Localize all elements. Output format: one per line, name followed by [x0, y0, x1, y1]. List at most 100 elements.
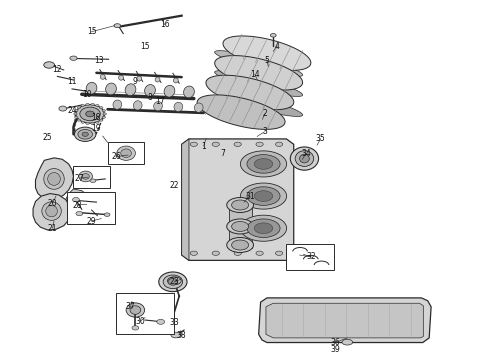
- Ellipse shape: [247, 219, 280, 238]
- Ellipse shape: [74, 116, 78, 118]
- Polygon shape: [206, 75, 294, 110]
- Ellipse shape: [103, 113, 106, 115]
- Text: 7: 7: [220, 149, 225, 158]
- Ellipse shape: [163, 275, 183, 289]
- Text: 2: 2: [262, 109, 267, 118]
- Ellipse shape: [254, 223, 273, 234]
- Ellipse shape: [342, 339, 353, 345]
- Ellipse shape: [184, 86, 195, 98]
- Ellipse shape: [126, 303, 145, 317]
- Ellipse shape: [174, 102, 183, 112]
- Ellipse shape: [78, 130, 93, 139]
- Polygon shape: [35, 158, 74, 200]
- Ellipse shape: [154, 102, 162, 111]
- Ellipse shape: [270, 33, 276, 37]
- Text: 32: 32: [306, 252, 316, 261]
- Text: 31: 31: [245, 192, 255, 201]
- Text: 12: 12: [52, 65, 62, 74]
- Ellipse shape: [241, 183, 287, 209]
- Text: 19: 19: [92, 124, 101, 133]
- Ellipse shape: [82, 174, 89, 179]
- Ellipse shape: [254, 158, 273, 169]
- Ellipse shape: [86, 111, 95, 117]
- Ellipse shape: [159, 272, 187, 292]
- Ellipse shape: [173, 78, 178, 83]
- Ellipse shape: [241, 215, 287, 241]
- Bar: [108, 143, 144, 164]
- Text: 39: 39: [330, 345, 340, 354]
- Ellipse shape: [256, 142, 263, 147]
- Text: 38: 38: [177, 331, 187, 340]
- Polygon shape: [182, 139, 189, 260]
- Text: 27: 27: [74, 174, 84, 183]
- Text: 20: 20: [48, 199, 57, 208]
- Ellipse shape: [171, 332, 181, 338]
- Text: 9: 9: [133, 77, 138, 86]
- Ellipse shape: [81, 121, 84, 123]
- Ellipse shape: [117, 146, 135, 160]
- Ellipse shape: [234, 142, 242, 147]
- Ellipse shape: [74, 113, 77, 115]
- Ellipse shape: [275, 251, 283, 255]
- Text: 11: 11: [67, 77, 77, 86]
- Ellipse shape: [91, 103, 94, 105]
- Ellipse shape: [82, 132, 88, 136]
- Ellipse shape: [104, 213, 110, 216]
- Ellipse shape: [227, 219, 253, 234]
- Polygon shape: [182, 139, 294, 260]
- Ellipse shape: [275, 142, 283, 147]
- Ellipse shape: [232, 200, 248, 210]
- Ellipse shape: [77, 107, 80, 109]
- Ellipse shape: [79, 171, 93, 182]
- Ellipse shape: [130, 306, 141, 314]
- Text: 30: 30: [135, 316, 145, 325]
- Ellipse shape: [96, 104, 99, 107]
- Text: 5: 5: [265, 56, 270, 65]
- Ellipse shape: [227, 238, 253, 252]
- Bar: [67, 192, 115, 224]
- Bar: [287, 244, 334, 270]
- Ellipse shape: [190, 251, 197, 255]
- Polygon shape: [223, 36, 311, 71]
- Text: 23: 23: [170, 277, 179, 286]
- Ellipse shape: [125, 84, 136, 96]
- Text: 21: 21: [48, 224, 57, 233]
- Ellipse shape: [132, 326, 139, 330]
- Text: 22: 22: [170, 181, 179, 190]
- Ellipse shape: [121, 149, 131, 157]
- Ellipse shape: [212, 251, 220, 255]
- Ellipse shape: [227, 198, 253, 212]
- Ellipse shape: [232, 240, 248, 250]
- Text: 37: 37: [125, 302, 135, 311]
- Text: 33: 33: [170, 318, 179, 327]
- Text: 26: 26: [111, 152, 121, 161]
- Ellipse shape: [247, 155, 280, 173]
- Ellipse shape: [44, 62, 54, 68]
- Text: 3: 3: [262, 127, 267, 136]
- Text: 17: 17: [155, 97, 165, 106]
- Text: 29: 29: [87, 217, 97, 226]
- Ellipse shape: [91, 122, 94, 125]
- Ellipse shape: [74, 109, 78, 112]
- Ellipse shape: [44, 168, 64, 189]
- Ellipse shape: [59, 106, 67, 111]
- Polygon shape: [229, 203, 252, 248]
- Bar: [116, 293, 174, 334]
- Ellipse shape: [119, 75, 123, 80]
- Ellipse shape: [48, 172, 60, 185]
- Ellipse shape: [137, 76, 142, 81]
- Ellipse shape: [113, 100, 122, 109]
- Ellipse shape: [70, 56, 77, 60]
- Ellipse shape: [157, 319, 165, 324]
- Text: 13: 13: [94, 56, 104, 65]
- Ellipse shape: [86, 122, 89, 125]
- Ellipse shape: [42, 202, 61, 220]
- Ellipse shape: [164, 85, 175, 97]
- Text: 15: 15: [140, 41, 150, 50]
- Text: 15: 15: [87, 27, 97, 36]
- Ellipse shape: [295, 151, 314, 166]
- Ellipse shape: [46, 205, 57, 217]
- Polygon shape: [215, 91, 303, 116]
- Polygon shape: [66, 189, 88, 217]
- Text: 10: 10: [82, 90, 92, 99]
